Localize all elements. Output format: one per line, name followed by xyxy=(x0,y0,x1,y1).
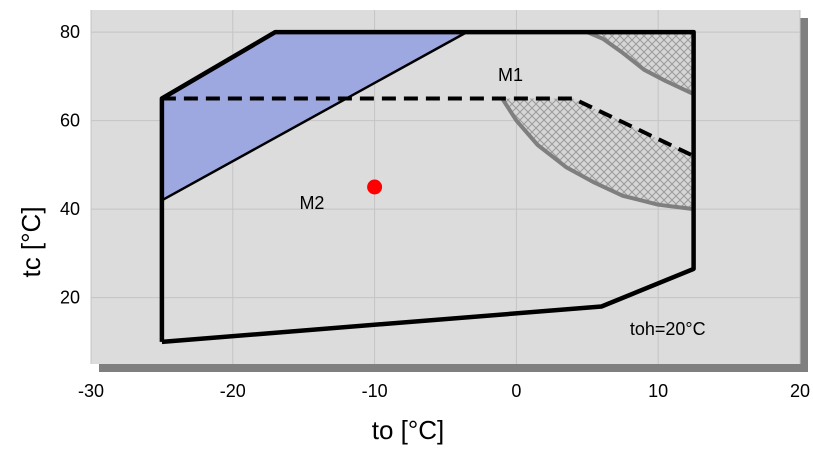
annotations: M1 M2 toh=20°C xyxy=(299,65,705,339)
regions xyxy=(159,29,696,345)
x-tick-labels: -30 -20 -10 0 10 20 xyxy=(78,381,810,401)
hatched-top-boundary xyxy=(586,30,695,96)
operating-point xyxy=(367,179,383,195)
hatched-middle-boundary xyxy=(500,97,694,212)
m1-boundary-dashed xyxy=(161,96,695,158)
x-tick-label: -30 xyxy=(78,381,104,401)
x-tick-label: 0 xyxy=(511,381,521,401)
x-axis-title: to [°C] xyxy=(372,415,445,445)
y-tick-label: 80 xyxy=(60,22,80,42)
y-tick-labels: 20 40 60 80 xyxy=(60,22,80,308)
annotation-label: M2 xyxy=(299,193,324,213)
x-tick-label: 20 xyxy=(790,381,810,401)
y-axis-title: tc [°C] xyxy=(16,206,46,277)
y-tick-label: 20 xyxy=(60,288,80,308)
x-tick-label: -10 xyxy=(362,381,388,401)
y-tick-label: 40 xyxy=(60,199,80,219)
annotation-label: toh=20°C xyxy=(630,319,706,339)
annotation-label: M1 xyxy=(498,65,523,85)
x-tick-label: -20 xyxy=(220,381,246,401)
y-tick-label: 60 xyxy=(60,111,80,131)
points xyxy=(367,179,383,195)
hatched-middle-fill xyxy=(502,98,694,210)
hatched-top-fill xyxy=(587,32,694,95)
x-tick-label: 10 xyxy=(648,381,668,401)
